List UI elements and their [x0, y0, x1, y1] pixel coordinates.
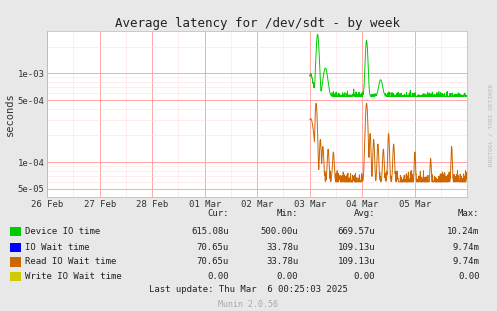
Text: Read IO Wait time: Read IO Wait time — [25, 258, 116, 266]
Text: 10.24m: 10.24m — [447, 227, 480, 236]
Text: 109.13u: 109.13u — [337, 258, 375, 266]
Y-axis label: seconds: seconds — [5, 92, 15, 136]
Text: Cur:: Cur: — [207, 209, 229, 218]
Text: 615.08u: 615.08u — [191, 227, 229, 236]
Text: 33.78u: 33.78u — [266, 243, 298, 252]
Text: 70.65u: 70.65u — [196, 243, 229, 252]
Text: 0.00: 0.00 — [207, 272, 229, 281]
Text: 0.00: 0.00 — [458, 272, 480, 281]
Text: 33.78u: 33.78u — [266, 258, 298, 266]
Text: IO Wait time: IO Wait time — [25, 243, 89, 252]
Text: 9.74m: 9.74m — [453, 243, 480, 252]
Text: Munin 2.0.56: Munin 2.0.56 — [219, 300, 278, 309]
Text: Max:: Max: — [458, 209, 480, 218]
Text: Last update: Thu Mar  6 00:25:03 2025: Last update: Thu Mar 6 00:25:03 2025 — [149, 285, 348, 294]
Text: 0.00: 0.00 — [354, 272, 375, 281]
Text: Min:: Min: — [277, 209, 298, 218]
Text: 500.00u: 500.00u — [260, 227, 298, 236]
Text: 109.13u: 109.13u — [337, 243, 375, 252]
Text: Device IO time: Device IO time — [25, 227, 100, 236]
Text: 0.00: 0.00 — [277, 272, 298, 281]
Text: Avg:: Avg: — [354, 209, 375, 218]
Text: 669.57u: 669.57u — [337, 227, 375, 236]
Text: 70.65u: 70.65u — [196, 258, 229, 266]
Title: Average latency for /dev/sdt - by week: Average latency for /dev/sdt - by week — [115, 17, 400, 30]
Text: Write IO Wait time: Write IO Wait time — [25, 272, 122, 281]
Text: RRDTOOL / TOBI OETIKER: RRDTOOL / TOBI OETIKER — [489, 83, 494, 166]
Text: 9.74m: 9.74m — [453, 258, 480, 266]
